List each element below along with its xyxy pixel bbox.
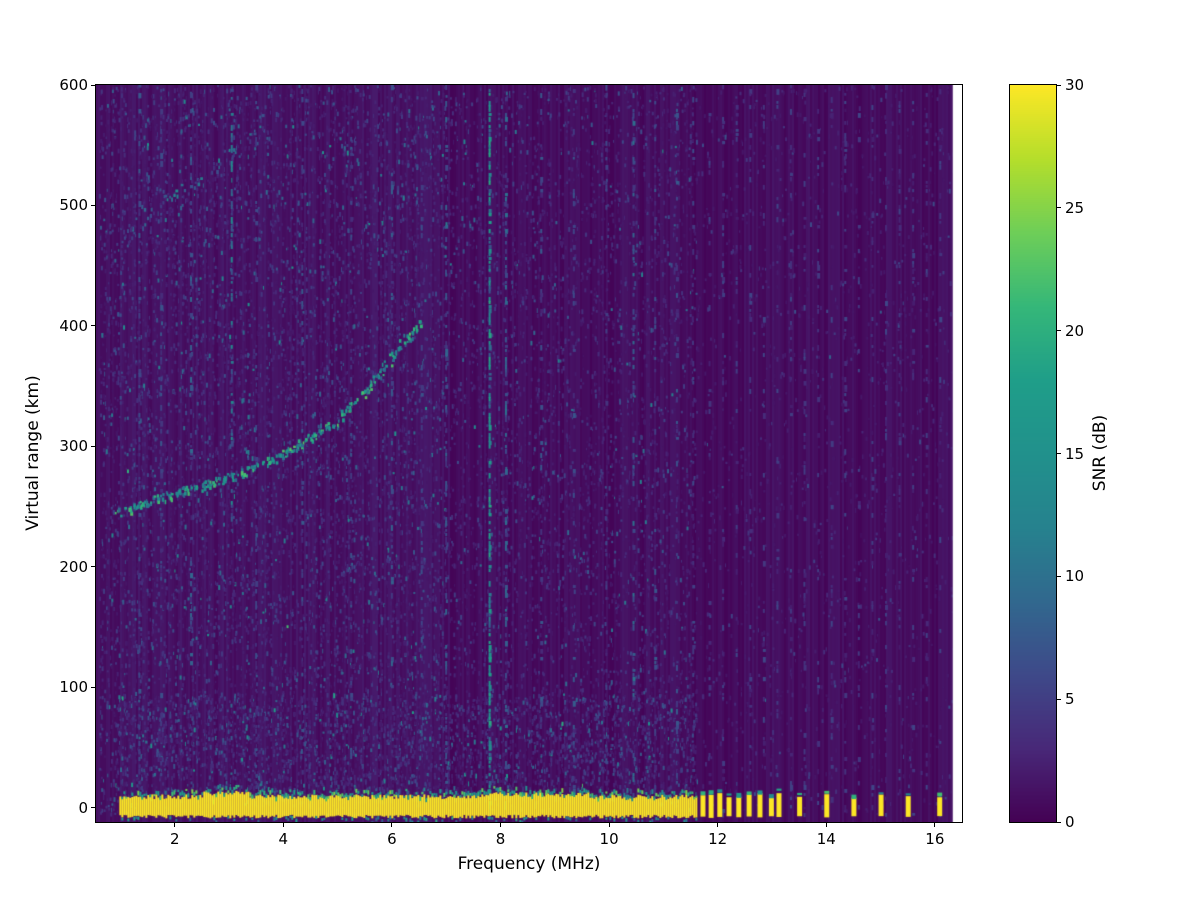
y-tick-mark [91, 84, 95, 86]
x-tick-mark [391, 823, 393, 827]
x-tick-mark [499, 823, 501, 827]
y-tick-mark [91, 204, 95, 206]
colorbar [1009, 84, 1057, 823]
y-tick-mark [91, 807, 95, 809]
colorbar-tick-label: 5 [1065, 690, 1075, 709]
colorbar-tick-mark [1057, 575, 1061, 577]
y-tick-label: 100 [59, 678, 88, 697]
colorbar-tick-label: 30 [1065, 76, 1085, 94]
x-tick-label: 2 [169, 830, 180, 848]
x-tick-label: 16 [925, 830, 945, 848]
y-tick-label: 300 [59, 437, 88, 456]
ionogram-heatmap [96, 85, 962, 822]
colorbar-tick-label: 15 [1065, 444, 1085, 463]
x-tick-mark [608, 823, 610, 827]
colorbar-tick-mark [1057, 821, 1061, 823]
y-tick-mark [91, 325, 95, 327]
x-tick-mark [174, 823, 176, 827]
x-tick-label: 6 [387, 830, 397, 848]
y-tick-mark [91, 686, 95, 688]
x-tick-mark [825, 823, 827, 827]
x-tick-label: 12 [708, 830, 728, 848]
colorbar-gradient [1010, 85, 1056, 822]
colorbar-tick-mark [1057, 453, 1061, 454]
colorbar-tick-mark [1057, 207, 1061, 209]
y-tick-label: 200 [59, 557, 88, 576]
y-tick-label: 500 [59, 196, 88, 215]
x-tick-mark [934, 823, 936, 827]
colorbar-tick-mark [1057, 84, 1061, 86]
plot-area [95, 84, 963, 823]
y-tick-mark [91, 445, 95, 447]
y-tick-label: 0 [78, 798, 88, 817]
colorbar-tick-label: 20 [1065, 321, 1085, 340]
y-tick-label: 400 [59, 316, 88, 335]
colorbar-tick-mark [1057, 330, 1061, 332]
colorbar-tick-mark [1057, 698, 1061, 700]
x-tick-mark [282, 823, 284, 827]
x-tick-label: 8 [495, 830, 506, 848]
x-tick-label: 4 [278, 830, 289, 848]
colorbar-tick-label: 0 [1065, 813, 1075, 831]
colorbar-tick-label: 25 [1065, 198, 1085, 217]
x-tick-label: 14 [816, 830, 836, 848]
x-axis-label: Frequency (MHz) [457, 854, 601, 874]
x-tick-label: 10 [599, 830, 619, 848]
x-tick-mark [717, 823, 719, 827]
colorbar-tick-label: 10 [1065, 567, 1085, 586]
y-tick-mark [91, 566, 95, 568]
y-tick-label: 600 [59, 76, 88, 94]
